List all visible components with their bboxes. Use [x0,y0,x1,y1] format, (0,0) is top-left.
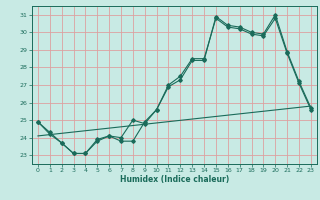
X-axis label: Humidex (Indice chaleur): Humidex (Indice chaleur) [120,175,229,184]
